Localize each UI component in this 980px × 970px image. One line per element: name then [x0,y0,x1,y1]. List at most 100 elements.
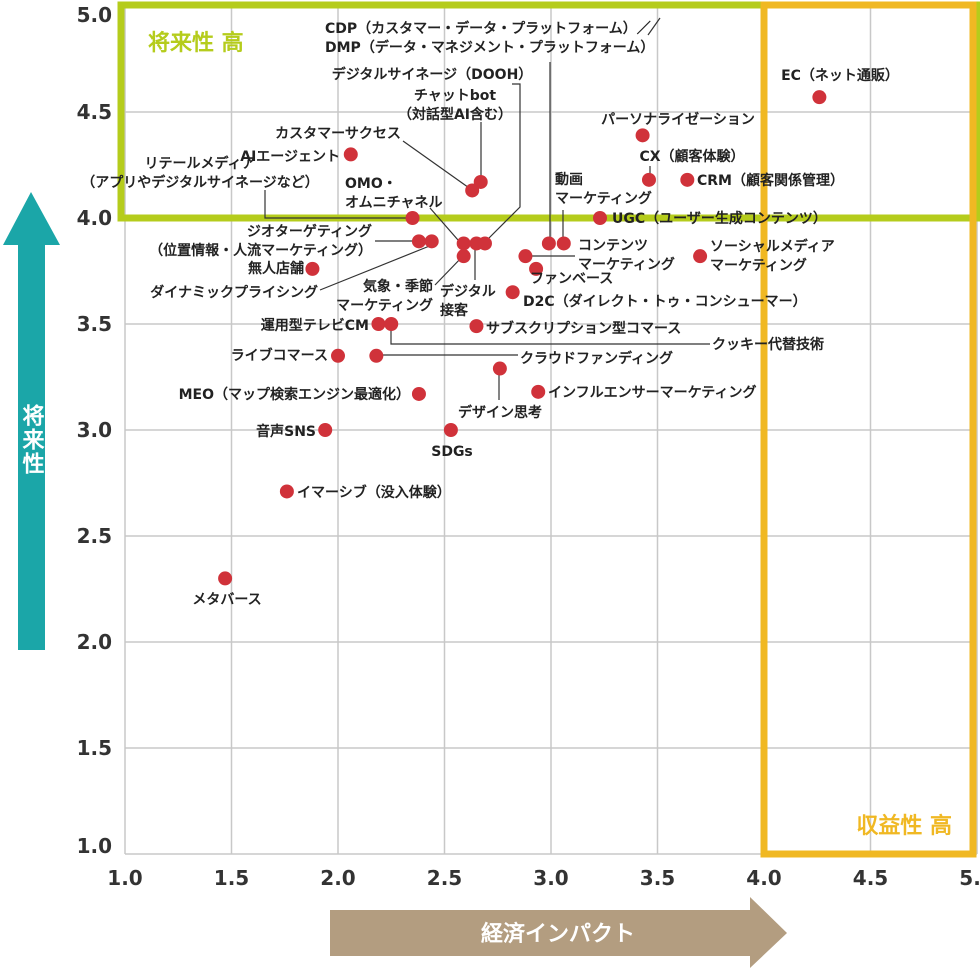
x-tick-label: 1.0 [107,866,142,890]
point-label-line: パーソナライゼーション [601,111,755,128]
data-point [371,317,386,331]
point-label-line: デザイン思考 [458,404,542,421]
data-point [318,423,333,437]
point-label: コンテンツマーケティング [578,238,675,273]
point-label-line: CDP（カスタマー・データ・プラットフォーム）／ [325,20,651,37]
point-label: CRM（顧客関係管理） [697,172,844,189]
y-tick-label: 4.5 [77,100,112,124]
data-point [218,571,233,586]
data-point [477,236,492,251]
point-label-line: マーケティング [710,257,807,274]
point-label-line: マーケティング [336,297,433,314]
point-label-line: 気象・季節 [363,278,433,295]
point-label: カスタマーサクセス [275,126,401,142]
y-tick-label: 1.5 [77,736,112,760]
point-label: CDP（カスタマー・データ・プラットフォーム）／ DMP（データ・マネジメント・プ… [325,20,654,56]
x-tick-label: 2.5 [427,866,462,890]
point-label-line: ライブコマース [231,347,328,364]
point-label: クラウドファンディング [520,350,673,367]
point-label: サブスクリプション型コマース [486,320,681,337]
data-point [424,234,439,249]
data-point [456,249,471,264]
data-point [518,249,533,264]
leader-line [264,190,412,219]
x-arrow-shape [330,897,787,968]
point-label: AIエージェント [240,149,340,165]
high-profit-label: 収益性 高 [856,813,952,839]
y-axis-arrow: 将来性 [3,192,60,650]
point-label-line: CRM（顧客関係管理） [697,172,844,189]
point-label-line: デジタルサイネージ（DOOH） [332,66,533,83]
data-point [469,319,484,334]
point-label: CX（顧客体験） [639,148,744,165]
leader-line [429,207,459,241]
data-point [529,261,544,276]
data-point [405,211,420,225]
point-label: 運用型テレビCM [261,317,369,334]
data-point [680,172,695,187]
leader-line [434,255,464,286]
point-labels: EC（ネット通販） パーソナライゼーション CX（顧客体験） CRM（顧客関係管理） U… [81,20,899,608]
leader-line [647,17,661,36]
x-tick-label: 2.0 [320,866,355,890]
data-point [492,361,507,376]
point-label: イマーシブ（没入体験） [297,484,451,501]
leader-line [402,140,473,191]
point-label-line: 運用型テレビCM [261,317,369,334]
point-label-line: DMP（データ・マネジメント・プラットフォーム） [325,39,654,56]
data-point [456,236,471,251]
point-label-line: 動画 [555,171,583,188]
data-point [693,249,708,264]
point-label-line: SDGs [431,444,473,460]
point-label-line: （アプリやデジタルサイネージなど） [81,174,318,191]
point-label-line: CX（顧客体験） [639,148,744,165]
leader-line [319,244,433,291]
point-label-line: AIエージェント [240,149,340,165]
point-label-line: リテールメディア [144,155,255,172]
point-label: ファンベース [530,271,613,287]
data-point [465,183,480,198]
point-label-line: OMO・ [345,176,397,192]
grid [124,5,978,855]
data-point [635,128,650,143]
y-tick-label: 3.0 [77,418,112,442]
point-label: ライブコマース [231,347,328,364]
high-future-label: 将来性 高 [148,30,244,56]
data-point [505,285,520,300]
x-tick-label: 5.0 [959,866,980,890]
point-label: チャットbot （対話型AI含む） [398,88,512,123]
point-label: クッキー代替技術 [712,336,824,353]
point-label: ダイナミックプライシング [150,284,318,301]
data-point [641,172,656,187]
leader-line [483,83,521,244]
point-label-line: （位置情報・人流マーケティング） [149,242,372,259]
point-label: デジタルサイネージ（DOOH） [332,66,533,83]
point-label-line: デジタル [440,283,496,300]
high-profit-region [760,1,977,858]
point-label-line: インフルエンサーマーケティング [548,384,756,401]
point-label: デジタル接客 [440,283,496,319]
point-label-line: D2C（ダイレクト・トゥ・コンシューマー） [523,293,807,310]
point-label-line: ソーシャルメディア [710,238,835,255]
x-tick-label: 4.0 [746,866,781,890]
point-label-line: ファンベース [530,271,613,287]
x-tick-label: 3.0 [533,866,568,890]
y-tick-label: 5.0 [77,3,112,27]
point-label-line: EC（ネット通販） [781,67,899,84]
y-tick-label: 2.0 [77,630,112,654]
data-point [384,317,399,331]
data-point [411,386,426,401]
point-label: パーソナライゼーション [601,111,755,128]
point-label-line: （対話型AI含む） [398,106,512,123]
point-label: D2C（ダイレクト・トゥ・コンシューマー） [523,293,807,310]
point-label: UGC（ユーザー生成コンテンツ） [612,210,827,227]
point-label: MEO（マップ検索エンジン最適化） [179,386,410,403]
data-point [369,348,384,363]
x-tick-label: 3.5 [640,866,675,890]
point-label-line: MEO（マップ検索エンジン最適化） [179,386,410,403]
point-label: 音声SNS [256,423,316,440]
point-label-line: オムニチャネル [345,195,442,211]
y-tick-label: 3.5 [77,312,112,336]
